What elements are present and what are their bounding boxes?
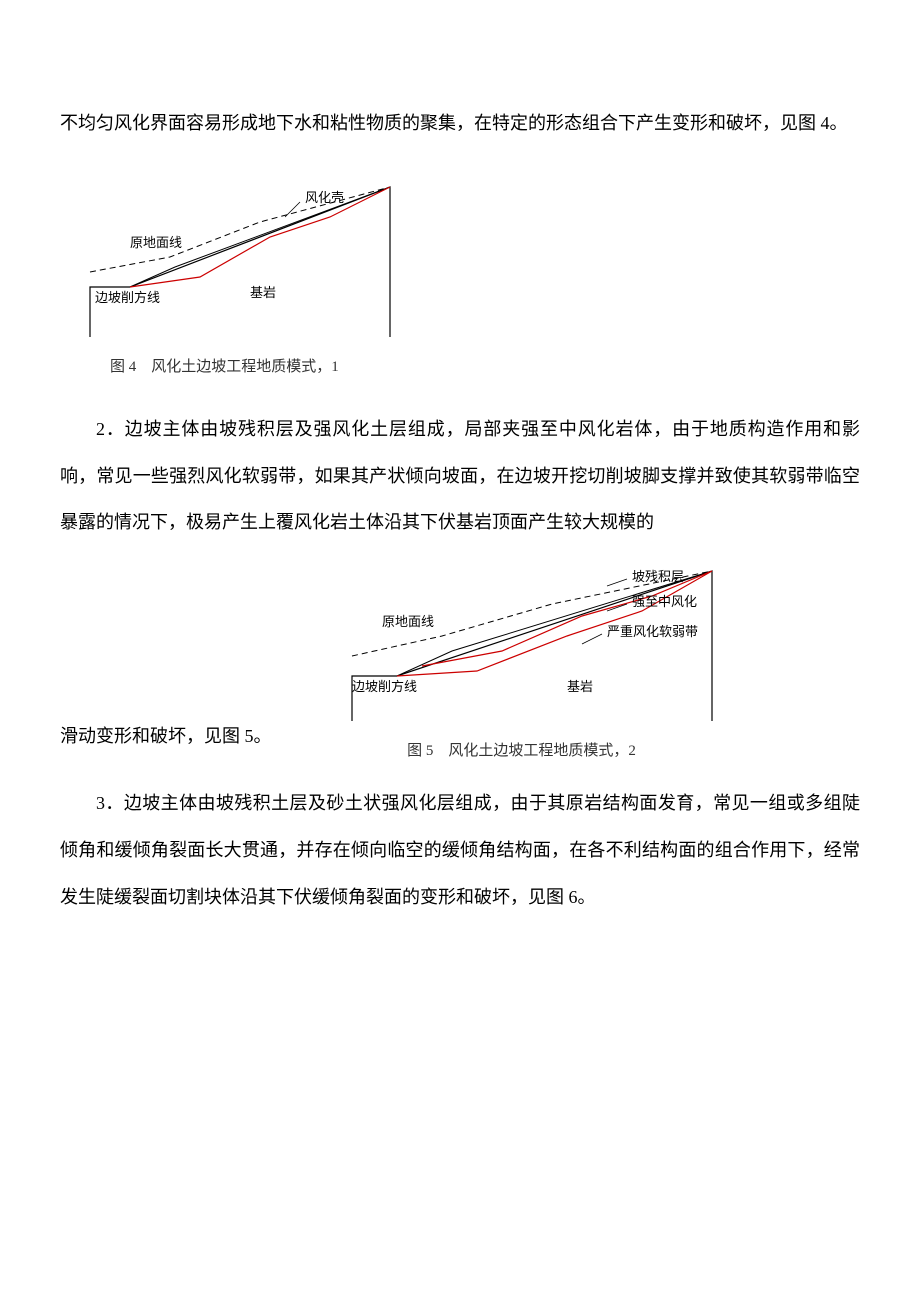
figure-4: 原地面线 边坡削方线 风化壳 基岩 图 4 风化土边坡工程地质模式，1 — [60, 167, 860, 376]
paragraph-2-tail: 滑动变形和破坏，见图 5。 — [60, 726, 272, 746]
figure-5: 原地面线 边坡削方线 坡残积层 强至中风化 严重风化软弱带 基岩 图 5 风化土… — [322, 556, 722, 760]
label-weak-zone: 严重风化软弱带 — [607, 624, 698, 639]
label-bedrock: 基岩 — [567, 679, 593, 694]
figure-5-diagram: 原地面线 边坡削方线 坡残积层 强至中风化 严重风化软弱带 基岩 — [322, 556, 722, 731]
label-mid-weathered: 强至中风化 — [632, 594, 697, 609]
label-original-surface: 原地面线 — [382, 614, 434, 629]
figure-4-caption: 图 4 风化土边坡工程地质模式，1 — [110, 355, 860, 376]
label-weathering-crust: 风化壳 — [305, 190, 344, 205]
label-original-surface: 原地面线 — [130, 235, 182, 250]
figure-4-diagram: 原地面线 边坡削方线 风化壳 基岩 — [60, 167, 400, 347]
paragraph-3: 3．边坡主体由坡残积土层及砂土状强风化层组成，由于其原岩结构面发育，常见一组或多… — [60, 780, 860, 920]
label-excavation-line: 边坡削方线 — [95, 290, 160, 305]
paragraph-2: 2．边坡主体由坡残积层及强风化土层组成，局部夹强至中风化岩体，由于地质构造作用和… — [60, 406, 860, 546]
paragraph-1: 不均匀风化界面容易形成地下水和粘性物质的聚集，在特定的形态组合下产生变形和破坏，… — [60, 100, 860, 147]
label-bedrock: 基岩 — [250, 285, 276, 300]
label-residual-layer: 坡残积层 — [632, 569, 684, 584]
figure-5-caption: 图 5 风化土边坡工程地质模式，2 — [322, 739, 722, 760]
label-excavation-line: 边坡削方线 — [352, 679, 417, 694]
